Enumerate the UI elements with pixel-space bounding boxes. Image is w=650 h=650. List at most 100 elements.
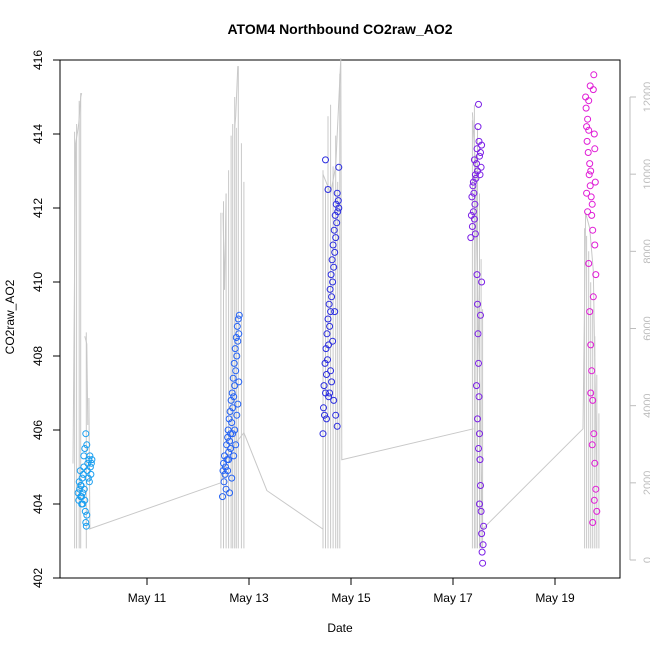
x-tick-label: May 13: [229, 591, 269, 605]
data-point: [585, 126, 593, 134]
data-point: [592, 485, 600, 493]
data-point: [220, 478, 228, 486]
data-point: [330, 263, 338, 271]
data-point: [80, 463, 88, 471]
data-point: [480, 522, 488, 530]
data-point: [324, 186, 332, 193]
data-point: [82, 522, 90, 530]
data-point: [235, 330, 243, 338]
data-point: [231, 426, 239, 434]
data-point: [334, 197, 342, 205]
data-point: [88, 456, 96, 464]
y-tick-label: 406: [31, 420, 45, 440]
data-point: [235, 378, 243, 386]
data-point: [79, 489, 87, 497]
data-point: [231, 382, 239, 390]
data-point: [322, 156, 329, 164]
data-point: [232, 441, 240, 449]
x-tick-label: May 17: [433, 591, 473, 605]
y-tick-label: 408: [31, 346, 45, 366]
data-point: [478, 141, 486, 149]
data-point: [473, 160, 480, 168]
data-point: [588, 200, 596, 208]
y-tick-label: 402: [31, 568, 45, 588]
data-point: [320, 404, 327, 412]
data-point: [477, 149, 484, 156]
data-point: [590, 130, 598, 138]
data-point: [225, 448, 233, 456]
data-point: [328, 293, 336, 301]
x-axis-label: Date: [327, 621, 353, 635]
data-point: [228, 474, 236, 482]
data-point: [228, 389, 236, 397]
data-point: [229, 404, 237, 412]
data-point: [474, 330, 482, 338]
data-point: [327, 271, 335, 279]
data-point: [81, 507, 89, 515]
data-point: [591, 145, 599, 153]
data-point: [234, 400, 242, 408]
data-point: [584, 208, 592, 216]
data-point: [585, 260, 593, 267]
data-point: [473, 271, 481, 279]
data-point: [324, 356, 331, 364]
data-point: [587, 193, 595, 201]
plot-area: [59, 59, 621, 579]
data-point: [475, 393, 483, 401]
y2-tick-label: 0: [642, 557, 650, 563]
data-point: [588, 441, 596, 449]
data-point: [471, 200, 479, 208]
data-point: [475, 445, 482, 452]
data-point: [222, 485, 230, 493]
data-point: [87, 470, 95, 478]
data-point: [469, 178, 477, 186]
y2-tick-label: 12000: [642, 82, 650, 113]
data-point: [468, 223, 476, 230]
y2-tick-label: 4000: [642, 393, 650, 417]
data-point: [586, 82, 594, 90]
data-point: [475, 359, 482, 367]
data-point: [478, 548, 486, 556]
data-point: [226, 489, 234, 497]
data-point: [328, 378, 336, 386]
y-tick-label: 412: [31, 198, 45, 218]
data-point: [582, 104, 590, 112]
data-point: [471, 171, 479, 179]
y2-tick-label: 2000: [642, 471, 650, 495]
data-point: [85, 478, 93, 486]
y2-tick-label: 8000: [642, 239, 650, 263]
data-point: [87, 459, 95, 467]
secondary-line-segment: [471, 112, 598, 531]
data-point: [77, 482, 85, 489]
data-point: [476, 171, 484, 179]
data-point: [329, 241, 337, 249]
data-point: [335, 204, 343, 212]
secondary-line-segment: [88, 431, 324, 530]
data-point: [585, 97, 593, 105]
data-point: [232, 367, 240, 375]
data-point: [80, 485, 88, 493]
chart-title: ATOM4 Northbound CO2raw_AO2: [227, 21, 452, 37]
data-point: [475, 100, 482, 108]
data-point: [474, 415, 481, 423]
data-point: [320, 382, 328, 390]
data-point: [329, 337, 337, 345]
data-point: [479, 559, 487, 567]
data-point: [231, 345, 239, 353]
data-point: [471, 230, 479, 238]
y-tick-label: 416: [31, 50, 45, 70]
data-point: [82, 430, 90, 438]
data-point: [229, 374, 237, 382]
data-point: [323, 415, 330, 423]
data-point: [589, 396, 597, 404]
data-point: [326, 389, 334, 397]
secondary-line-layer: [72, 58, 600, 549]
data-point: [220, 459, 227, 467]
data-point: [584, 149, 592, 156]
y2-tick-label: 10000: [642, 159, 650, 190]
data-point: [591, 459, 599, 467]
data-point: [474, 300, 481, 308]
data-point: [333, 422, 341, 430]
data-point: [586, 160, 594, 168]
